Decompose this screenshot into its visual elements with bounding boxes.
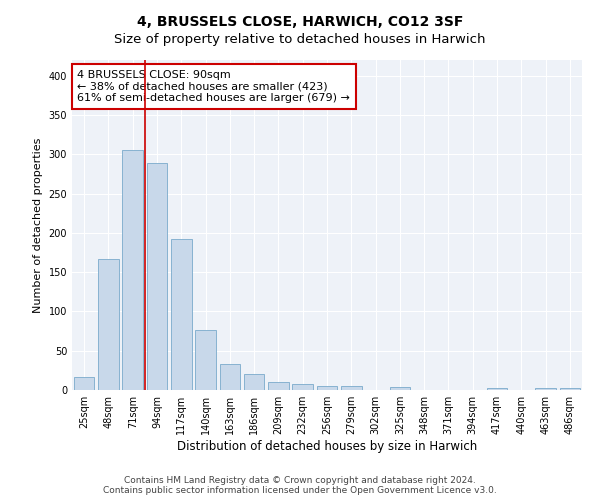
Bar (122, 150, 143, 390)
Bar (317, 386, 337, 390)
Bar (292, 384, 313, 390)
Bar (146, 163, 167, 390)
Bar (195, 330, 216, 390)
X-axis label: Distribution of detached houses by size in Harwich: Distribution of detached houses by size … (177, 440, 477, 453)
Text: Size of property relative to detached houses in Harwich: Size of property relative to detached ho… (114, 32, 486, 46)
Bar (98, 259, 119, 390)
Bar (535, 388, 556, 390)
Bar (341, 386, 362, 390)
Text: Contains HM Land Registry data © Crown copyright and database right 2024.
Contai: Contains HM Land Registry data © Crown c… (103, 476, 497, 495)
Bar (74, 378, 94, 390)
Bar (244, 374, 265, 390)
Bar (220, 364, 240, 390)
Y-axis label: Number of detached properties: Number of detached properties (33, 138, 43, 312)
Bar (171, 239, 191, 390)
Bar (389, 387, 410, 390)
Bar (487, 388, 508, 390)
Bar (560, 388, 580, 390)
Text: 4, BRUSSELS CLOSE, HARWICH, CO12 3SF: 4, BRUSSELS CLOSE, HARWICH, CO12 3SF (137, 15, 463, 29)
Text: 4 BRUSSELS CLOSE: 90sqm
← 38% of detached houses are smaller (423)
61% of semi-d: 4 BRUSSELS CLOSE: 90sqm ← 38% of detache… (77, 70, 350, 103)
Bar (268, 382, 289, 390)
